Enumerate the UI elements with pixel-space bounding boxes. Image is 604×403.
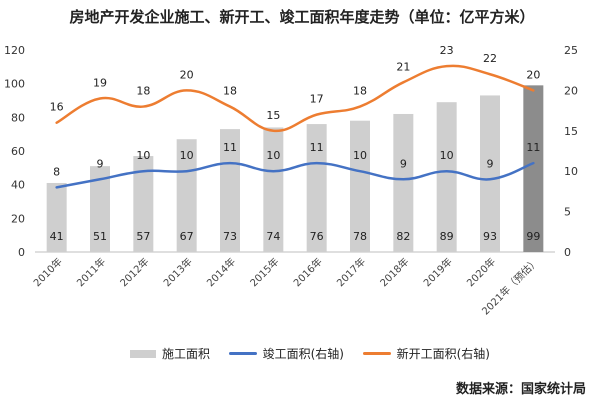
category-label: 2020年 [464,255,498,289]
bar-construction [90,166,110,252]
right-axis-tick-label: 15 [564,125,578,138]
bar-construction [176,139,197,252]
bar-value-label: 78 [353,230,367,243]
right-axis-tick-label: 25 [564,44,578,57]
line-completed [55,161,535,189]
new-start-value-label: 15 [266,109,280,122]
new-start-value-label: 21 [396,60,410,73]
left-axis-tick-label: 60 [11,145,25,158]
line-labels: 8 9 10 10 11 10 11 10 9 10 9 11 16 19 18 20 18 15 17 18 21 23… [50,44,541,178]
category-label: 2011年 [74,255,108,289]
legend-swatch-completed [228,352,257,355]
completed-value-label: 11 [310,141,324,154]
bar-value-label: 93 [483,230,497,243]
completed-value-label: 10 [440,149,454,162]
bar-construction [436,102,457,252]
right-axis: 0 5 10 15 20 25 [564,44,578,259]
new-start-value-label: 18 [353,85,367,98]
bar-value-label: 67 [180,230,194,243]
left-axis-tick-label: 20 [11,212,25,225]
category-label: 2018年 [377,255,411,289]
legend-swatch-construction [130,349,156,358]
new-start-value-label: 18 [136,85,150,98]
bar-value-label: 51 [93,230,107,243]
completed-value-label: 11 [526,141,540,154]
new-start-value-label: 17 [310,93,324,106]
left-axis-tick-label: 0 [18,246,25,259]
data-source: 数据来源：国家统计局 [455,382,586,397]
left-axis-tick-label: 40 [11,179,25,192]
new-start-value-label: 19 [93,76,107,89]
new-start-value-label: 20 [526,68,540,81]
completed-value-label: 10 [266,149,280,162]
completed-value-label: 10 [136,149,150,162]
category-label: 2013年 [161,255,195,289]
category-label: 2010年 [31,255,65,289]
new-start-value-label: 23 [440,44,454,57]
category-label: 2017年 [334,255,368,289]
completed-value-label: 10 [353,149,367,162]
line-new-start [55,64,535,133]
line-series [55,64,535,189]
new-start-value-label: 18 [223,85,237,98]
completed-value-label: 8 [53,165,60,178]
left-axis: 0 20 40 60 80 100 120 [4,44,25,259]
legend-swatch-new-start [362,352,391,355]
bar-value-label: 74 [266,230,280,243]
completed-value-label: 9 [97,157,104,170]
right-axis-tick-label: 10 [564,165,578,178]
legend: 施工面积 竣工面积(右轴) 新开工面积(右轴) [130,345,490,362]
bar-construction [480,95,500,252]
category-label: 2012年 [117,255,151,289]
left-axis-tick-label: 120 [4,44,25,57]
category-label: 2015年 [247,255,281,289]
category-label: 2019年 [421,255,455,289]
category-labels: 2010年 2011年 2012年 2013年 2014年 2015年 2016年 2017年… [31,255,542,318]
category-label: 2016年 [291,255,325,289]
bar-construction [306,124,327,252]
bar-construction [133,156,154,252]
new-start-value-label: 20 [180,68,194,81]
bar-construction [393,113,414,252]
bar-value-label: 99 [526,230,540,243]
legend-item-new-start: 新开工面积(右轴) [362,345,490,362]
bar-value-label: 41 [50,230,64,243]
bar-value-label: 76 [310,230,324,243]
bar-value-label: 82 [396,230,410,243]
new-start-value-label: 22 [483,52,497,65]
completed-value-label: 10 [180,149,194,162]
right-axis-tick-label: 20 [564,84,578,97]
bar-construction [350,120,370,252]
completed-value-label: 9 [400,157,407,170]
bar-value-label: 57 [136,230,150,243]
legend-label-new-start: 新开工面积(右轴) [396,347,490,361]
right-axis-tick-label: 0 [564,246,571,259]
legend-item-completed: 竣工面积(右轴) [228,345,344,362]
legend-item-construction: 施工面积 [130,345,210,362]
bars-series [46,85,544,252]
legend-label-completed: 竣工面积(右轴) [262,347,344,361]
bar-labels: 41 51 57 67 73 74 76 78 82 89 93 99 [50,230,541,243]
left-axis-tick-label: 80 [11,111,25,124]
right-axis-tick-label: 5 [564,206,571,219]
bar-value-label: 73 [223,230,237,243]
new-start-value-label: 16 [50,101,64,114]
completed-value-label: 9 [487,157,494,170]
legend-label-construction: 施工面积 [162,347,211,361]
bar-construction [220,129,240,252]
chart-title: 房地产开发企业施工、新开工、竣工面积年度走势（单位：亿平方米） [69,8,535,26]
category-label: 2014年 [204,255,238,289]
bar-construction [46,182,67,252]
bar-construction [523,85,544,252]
left-axis-tick-label: 100 [4,78,25,91]
bar-value-label: 89 [440,230,454,243]
completed-value-label: 11 [223,141,237,154]
bar-construction [263,127,284,252]
